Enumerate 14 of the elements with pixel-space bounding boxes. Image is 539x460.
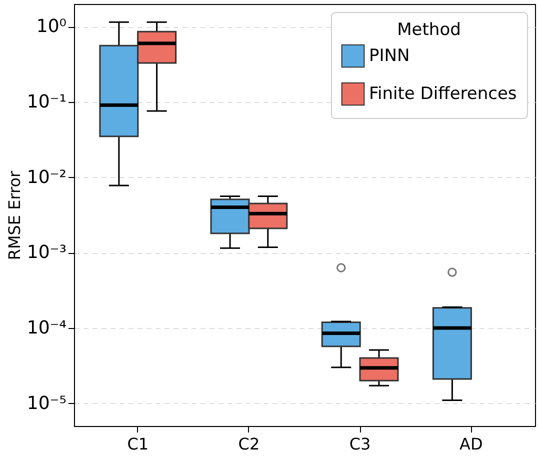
x-tick-label: AD [459, 434, 483, 454]
y-tick-label: 10⁻³ [26, 242, 66, 264]
y-axis-title: RMSE Error [4, 170, 24, 260]
y-tick-label: 10⁻⁴ [26, 317, 66, 338]
x-tick-label: C1 [127, 434, 149, 454]
legend-label: PINN [369, 46, 410, 66]
x-tick-label: C3 [349, 434, 371, 454]
legend-title: Method [397, 20, 461, 40]
y-tick-label: 10⁰ [36, 16, 66, 38]
y-tick-label: 10⁻⁵ [26, 392, 66, 414]
y-tick-label: 10⁻² [26, 166, 66, 188]
legend-label: Finite Differences [369, 84, 517, 104]
x-tick-label: C2 [238, 434, 260, 454]
y-tick-label: 10⁻¹ [26, 92, 66, 113]
